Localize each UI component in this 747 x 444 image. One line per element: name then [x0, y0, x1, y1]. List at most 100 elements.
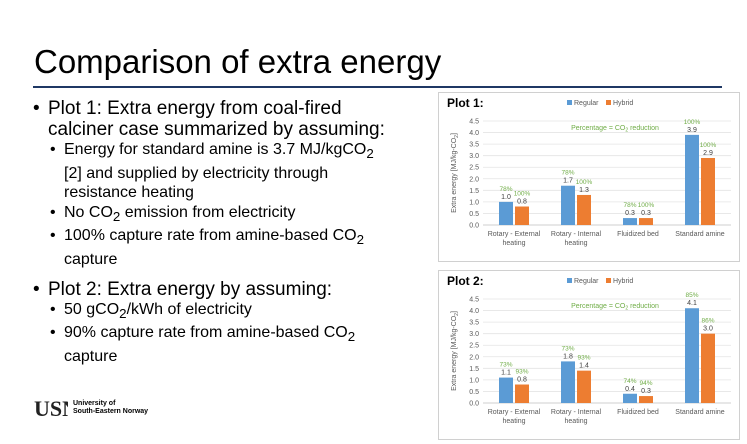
p2-y-axis-label: Extra energy [MJ/kg-CO2] [451, 311, 460, 391]
p1-y-tick-label: 0.0 [469, 223, 479, 230]
p2-y-tick-label: 3.5 [469, 320, 479, 327]
p2-data-label-hybrid: 1.4 [579, 363, 589, 370]
plot2-chart: Plot 2: Regular Hybrid 0.0 0.5 1.0 1.5 2.0 2.5 3.… [438, 270, 740, 440]
plot1-bullet-line2: calciner case summarized by assuming: [48, 119, 385, 140]
p1-pct-label-hybrid: 100% [700, 142, 717, 149]
plot1-sub2-subscript: 2 [112, 208, 121, 224]
p2-pct-label-regular: 85% [685, 292, 698, 299]
p1-y-tick-label: 2.5 [469, 165, 479, 172]
plot2-sub-bullet-electricity: 50 gCO2/kWh of electricity [30, 300, 440, 324]
p2-legend-swatch-hybrid [606, 278, 611, 283]
p2-category-label: Fluidized bed [617, 409, 659, 416]
p2-y-tick-label: 1.0 [469, 377, 479, 384]
p2-data-label-regular: 0.4 [625, 386, 635, 393]
plot1-sub-bullet-energy: Energy for standard amine is 3.7 MJ/kgCO… [30, 140, 440, 203]
p2-data-label-regular: 4.1 [687, 300, 697, 307]
p1-bar-hybrid [577, 194, 591, 225]
p2-data-label-regular: 1.8 [563, 353, 573, 360]
plot1-bullet-line1: Plot 1: Extra energy from coal-fired [48, 98, 342, 119]
p1-chart-title: Plot 1: [447, 96, 484, 110]
p2-pct-label-regular: 74% [623, 378, 636, 385]
plot1-sub1-line3: resistance heating [64, 184, 194, 202]
p1-data-label-hybrid: 2.9 [703, 150, 713, 157]
p1-category-label: heating [503, 240, 526, 247]
p1-data-label-regular: 1.0 [501, 194, 511, 201]
title-underline [33, 86, 722, 88]
plot2-sub2-text: 90% capture rate from amine-based CO [64, 324, 348, 342]
p1-data-label-regular: 1.7 [563, 178, 573, 185]
p1-y-tick-label: 3.0 [469, 153, 479, 160]
p1-legend-swatch-regular [567, 100, 572, 105]
p2-legend-swatch-regular [567, 278, 572, 283]
p1-legend-label-regular: Regular [574, 100, 599, 107]
p2-data-label-hybrid: 0.3 [641, 388, 651, 395]
p1-pct-label-hybrid: 100% [576, 179, 593, 186]
p2-y-tick-label: 1.5 [469, 366, 479, 373]
plot1-sub2-text: No CO [64, 203, 113, 221]
p2-legend-label-regular: Regular [574, 278, 599, 285]
p2-legend-label-hybrid: Hybrid [613, 278, 633, 285]
p1-y-tick-label: 0.5 [469, 211, 479, 218]
p2-bar-hybrid [577, 370, 591, 403]
plot2-sub1-text: 50 gCO [64, 300, 120, 318]
p1-y-tick-label: 1.5 [469, 188, 479, 195]
slide-title: Comparison of extra energy [34, 43, 442, 80]
p1-y-tick-label: 3.5 [469, 142, 479, 149]
plot1-sub1-text: Energy for standard amine is 3.7 MJ/kgCO [64, 141, 367, 158]
p2-bar-regular [561, 361, 575, 403]
svg-text:USN: USN [34, 397, 68, 419]
plot1-sub2-post: emission from electricity [120, 203, 296, 221]
p2-category-label: Rotary - Internal [551, 409, 602, 416]
p1-y-axis-label: Extra energy [MJ/kg-CO2] [451, 133, 460, 213]
university-logo: USN University of South-Eastern Norway [34, 397, 148, 419]
p2-pct-label-hybrid: 94% [639, 380, 652, 387]
p1-bar-regular [623, 218, 637, 225]
plot1-bullet: Plot 1: Extra energy from coal-fired cal… [30, 98, 440, 140]
p1-bar-hybrid [639, 218, 653, 225]
p1-data-label-regular: 0.3 [625, 210, 635, 217]
plot2-bullet: Plot 2: Extra energy by assuming: [30, 279, 440, 300]
p1-bar-regular [685, 134, 699, 225]
p2-y-tick-label: 2.0 [469, 354, 479, 361]
p2-pct-label-hybrid: 93% [577, 355, 590, 362]
usn-logo-icon: USN [34, 397, 68, 419]
p2-category-label: Rotary - External [488, 409, 541, 416]
plot2-sub-bullet-capture: 90% capture rate from amine-based CO2 ca… [30, 323, 440, 366]
p1-legend: Regular Hybrid [567, 100, 633, 107]
p2-data-label-hybrid: 3.0 [703, 326, 713, 333]
plot2-sub2-line2: capture [64, 347, 118, 365]
logo-line2: South-Eastern Norway [73, 408, 149, 415]
p1-bar-regular [499, 201, 513, 225]
plot1-sub3-subscript: 2 [356, 232, 365, 248]
p2-pct-label-hybrid: 86% [701, 318, 714, 325]
plot2-sub1-post: /kWh of electricity [126, 300, 252, 318]
p1-category-label: heating [565, 240, 588, 247]
p1-bar-regular [561, 185, 575, 225]
p1-pct-label-regular: 100% [684, 119, 701, 126]
p1-pct-label-regular: 78% [623, 202, 636, 209]
p2-pct-label-regular: 73% [561, 345, 574, 352]
plot1-chart: Plot 1: Regular Hybrid 0.0 0.5 1.0 1.5 2.0 2.5 3.… [438, 92, 740, 262]
plot1-sub-bullet-capture: 100% capture rate from amine-based CO2 c… [30, 226, 440, 269]
plot2-bullet-head: Plot 2: Extra energy by assuming: [48, 278, 333, 300]
plot1-chart-svg: Plot 1: Regular Hybrid 0.0 0.5 1.0 1.5 2.0 2.5 3.… [447, 96, 731, 247]
p1-category-label: Standard amine [675, 231, 725, 238]
p2-bar-regular [623, 393, 637, 403]
p1-legend-label-hybrid: Hybrid [613, 100, 633, 107]
p1-bar-hybrid [701, 157, 715, 225]
p1-data-label-regular: 3.9 [687, 127, 697, 134]
p2-y-tick-label: 0.0 [469, 401, 479, 408]
p1-data-label-hybrid: 1.3 [579, 187, 589, 194]
p1-category-label: Fluidized bed [617, 231, 659, 238]
p2-chart-title: Plot 2: [447, 274, 484, 288]
p1-category-label: Rotary - Internal [551, 231, 602, 238]
p1-pct-label-regular: 78% [499, 186, 512, 193]
p2-bar-hybrid [515, 384, 529, 403]
p2-y-tick-label: 4.5 [469, 297, 479, 304]
plot1-sub3-text: 100% capture rate from amine-based CO [64, 227, 357, 245]
plot2-sub1-subscript: 2 [119, 305, 127, 321]
p1-pct-label-hybrid: 100% [514, 191, 531, 198]
p1-y-tick-label: 1.0 [469, 199, 479, 206]
p2-category-label: Standard amine [675, 409, 725, 416]
p2-annotation: Percentage = CO2 reduction [571, 303, 659, 312]
